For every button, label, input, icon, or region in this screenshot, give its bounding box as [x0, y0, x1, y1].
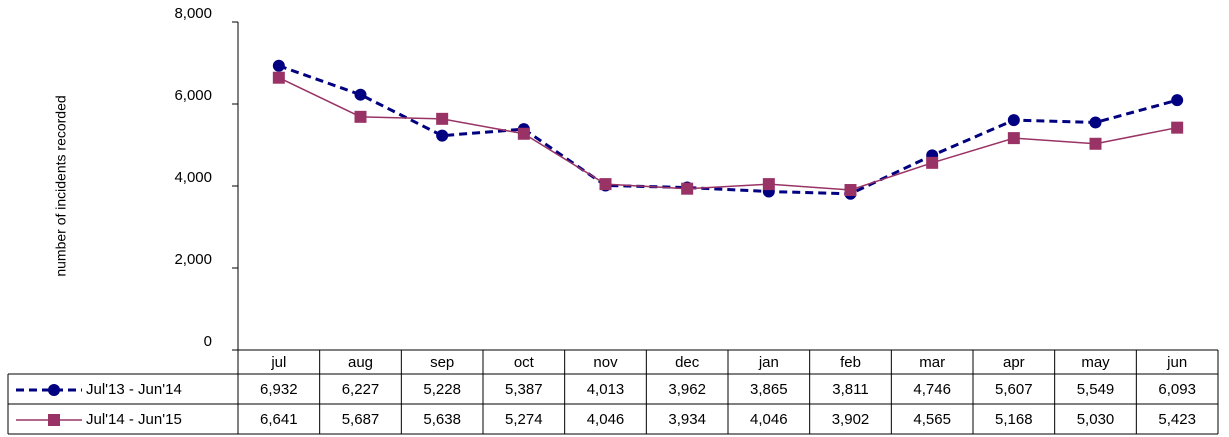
data-point — [926, 156, 939, 169]
table-value: 3,934 — [668, 411, 706, 428]
legend-label: Jul'13 - Jun'14 — [86, 381, 182, 398]
table-value: 3,865 — [750, 381, 788, 398]
x-tick-label: mar — [919, 354, 945, 371]
table-value: 3,902 — [832, 411, 870, 428]
data-point — [272, 71, 285, 84]
x-tick-label: aug — [348, 354, 373, 371]
x-tick-label: nov — [593, 354, 618, 371]
data-point — [354, 88, 367, 101]
y-tick-label: 2,000 — [174, 251, 212, 268]
series-line — [278, 77, 1178, 191]
y-tick-label: 4,000 — [174, 169, 212, 186]
table-value: 5,274 — [505, 411, 543, 428]
data-point — [517, 127, 530, 140]
x-tick-label: apr — [1003, 354, 1025, 371]
data-point — [436, 129, 449, 142]
table-value: 3,962 — [668, 381, 706, 398]
table-value: 5,423 — [1158, 411, 1196, 428]
x-tick-label: oct — [514, 354, 535, 371]
data-point — [681, 182, 694, 195]
table-value: 5,168 — [995, 411, 1033, 428]
table-value: 5,228 — [423, 381, 461, 398]
y-axis-label: number of incidents recorded — [53, 95, 69, 276]
table-value: 6,093 — [1158, 381, 1196, 398]
data-point — [354, 110, 367, 123]
x-tick-label: may — [1081, 354, 1110, 371]
x-tick-label: jul — [270, 354, 286, 371]
table-value: 6,641 — [260, 411, 298, 428]
table-value: 5,607 — [995, 381, 1033, 398]
data-point — [599, 178, 612, 191]
x-tick-label: sep — [430, 354, 454, 371]
legend-marker — [48, 414, 60, 426]
table-value: 5,687 — [342, 411, 380, 428]
x-tick-label: jun — [1166, 354, 1187, 371]
table-value: 5,387 — [505, 381, 543, 398]
table-value: 3,811 — [832, 381, 868, 398]
data-point — [1007, 114, 1020, 127]
data-point — [1089, 116, 1102, 129]
table-value: 5,638 — [423, 411, 461, 428]
y-tick-label: 6,000 — [174, 87, 212, 104]
table-value: 4,046 — [750, 411, 788, 428]
data-point — [436, 112, 449, 125]
table-value: 5,030 — [1077, 411, 1115, 428]
data-point — [272, 59, 285, 72]
table-value: 4,013 — [587, 381, 625, 398]
y-tick-label: 0 — [204, 333, 212, 350]
legend-marker — [48, 384, 60, 396]
legend-label: Jul'14 - Jun'15 — [86, 411, 182, 428]
table-value: 6,932 — [260, 381, 298, 398]
x-tick-label: jan — [758, 354, 779, 371]
table-value: 6,227 — [342, 381, 380, 398]
data-point — [762, 178, 775, 191]
data-point — [1171, 94, 1184, 107]
table-value: 4,565 — [913, 411, 951, 428]
table-value: 5,549 — [1077, 381, 1115, 398]
data-point — [1089, 137, 1102, 150]
series-line — [278, 64, 1178, 196]
data-point — [1007, 132, 1020, 145]
x-tick-label: feb — [840, 354, 861, 371]
table-value: 4,746 — [913, 381, 951, 398]
data-point — [1171, 121, 1184, 134]
y-tick-label: 8,000 — [174, 5, 212, 22]
table-value: 4,046 — [587, 411, 625, 428]
x-tick-label: dec — [675, 354, 700, 371]
data-point — [844, 184, 857, 197]
